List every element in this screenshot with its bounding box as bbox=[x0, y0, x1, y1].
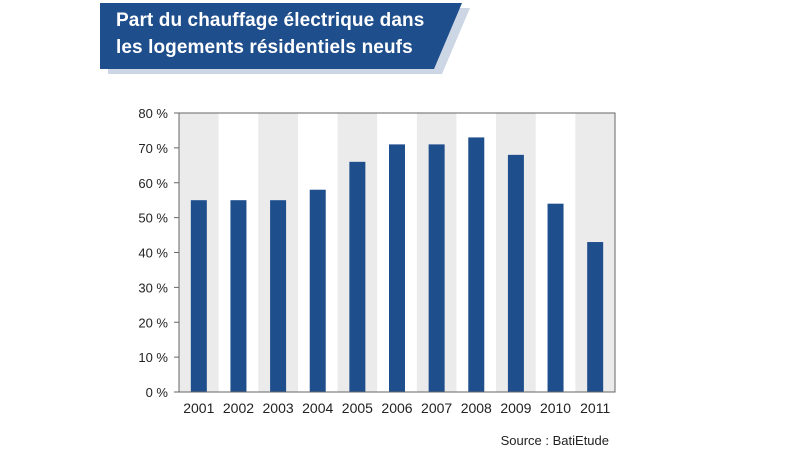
bar-2006 bbox=[389, 144, 405, 392]
title-banner-fill bbox=[100, 3, 462, 69]
chart-title-line-2: les logements résidentiels neufs bbox=[116, 37, 413, 58]
bar-2004 bbox=[309, 189, 326, 392]
x-tick-label: 2007 bbox=[421, 400, 452, 416]
bar-2007 bbox=[428, 144, 445, 392]
y-tick-label: 60 % bbox=[138, 176, 168, 191]
bar-2001 bbox=[190, 200, 207, 392]
bar-2011 bbox=[587, 242, 604, 392]
bar-series bbox=[190, 137, 604, 392]
y-tick-label: 20 % bbox=[138, 315, 168, 330]
x-tick-label: 2011 bbox=[580, 400, 610, 416]
title-banner bbox=[100, 3, 470, 74]
bar-2009 bbox=[507, 154, 524, 392]
source-note: Source : BatiEtude bbox=[500, 433, 609, 448]
y-tick-label: 30 % bbox=[138, 280, 168, 295]
bar-2008 bbox=[468, 137, 485, 392]
bar-2003 bbox=[270, 200, 287, 392]
y-tick-label: 10 % bbox=[138, 350, 168, 365]
bar-2005 bbox=[349, 161, 366, 392]
bar-2002 bbox=[230, 200, 247, 392]
y-tick-label: 70 % bbox=[138, 141, 168, 156]
y-tick-label: 50 % bbox=[138, 211, 168, 226]
chart-title-line-1: Part du chauffage électrique dans bbox=[116, 10, 425, 31]
y-axis-ticks: 0 % 10 % 20 % 30 % 40 % 50 % 60 % 70 % 80 % bbox=[138, 106, 179, 400]
x-tick-label: 2003 bbox=[263, 400, 294, 416]
x-tick-label: 2006 bbox=[381, 400, 412, 416]
x-axis-labels: 2001 2002 2003 2004 2005 2006 2007 2008 2009 2010… bbox=[183, 400, 610, 416]
y-tick-label: 0 % bbox=[146, 385, 169, 400]
bar-2010 bbox=[547, 203, 564, 392]
x-tick-label: 2009 bbox=[500, 400, 531, 416]
x-tick-label: 2010 bbox=[540, 400, 571, 416]
x-tick-label: 2002 bbox=[223, 400, 254, 416]
x-tick-label: 2004 bbox=[302, 400, 333, 416]
x-tick-label: 2008 bbox=[461, 400, 492, 416]
y-tick-label: 40 % bbox=[138, 246, 168, 261]
x-tick-label: 2005 bbox=[342, 400, 373, 416]
x-tick-label: 2001 bbox=[183, 400, 214, 416]
y-tick-label: 80 % bbox=[138, 106, 168, 121]
